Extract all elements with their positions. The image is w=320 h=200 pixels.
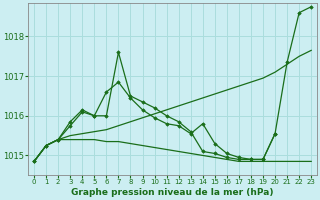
X-axis label: Graphe pression niveau de la mer (hPa): Graphe pression niveau de la mer (hPa) (71, 188, 274, 197)
